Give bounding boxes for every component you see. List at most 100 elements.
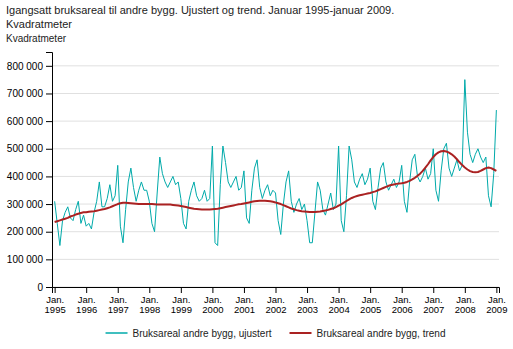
x-tick-label: Jan.1996 — [76, 294, 97, 315]
y-tick-label: 500 000 — [7, 143, 44, 154]
y-tick: 100 000 — [7, 254, 52, 265]
y-tick-mark — [46, 66, 52, 67]
x-tick-label-line: Jan. — [456, 294, 474, 305]
x-tick-label-line: 1996 — [76, 304, 97, 315]
y-tick-label: 600 000 — [7, 116, 44, 127]
x-tick-mark — [55, 287, 56, 293]
x-tick-label-line: 1995 — [45, 304, 66, 315]
x-tick: Jan.2006 — [392, 287, 413, 315]
x-tick-label: Jan.2000 — [202, 294, 223, 315]
x-tick-mark — [244, 287, 245, 293]
x-tick-label: Jan.2007 — [423, 294, 444, 315]
x-tick: Jan.1999 — [171, 287, 192, 315]
x-tick-label-line: 1998 — [139, 304, 160, 315]
x-tick-label: Jan.2003 — [297, 294, 318, 315]
x-tick-label-line: 2003 — [297, 304, 318, 315]
x-tick-label-line: Jan. — [235, 294, 253, 305]
y-tick-mark — [46, 232, 52, 233]
plot: 0 100 000 200 000 300 000 400 000 500 000 600 … — [7, 53, 508, 316]
grid-line — [52, 259, 499, 260]
x-tick-mark — [370, 287, 371, 293]
y-tick: 700 000 — [7, 88, 52, 99]
x-tick-label-line: Jan. — [46, 294, 64, 305]
x-tick-label-line: Jan. — [172, 294, 190, 305]
title: Igangsatt bruksareal til andre bygg. Uju… — [6, 4, 394, 16]
y-tick: 600 000 — [7, 116, 52, 127]
legend-label: Bruksareal andre bygg, trend — [317, 328, 446, 339]
x-tick-label: Jan.1999 — [171, 294, 192, 315]
y-axis-label: Kvadratmeter — [6, 33, 67, 44]
x-tick-label-line: 1997 — [108, 304, 129, 315]
x-tick-label-line: 2006 — [392, 304, 413, 315]
x-tick: Jan.1996 — [76, 287, 97, 315]
y-tick: 200 000 — [7, 226, 52, 237]
series-line — [55, 151, 497, 222]
x-tick: Jan.1997 — [108, 287, 129, 315]
y-tick: 300 000 — [7, 199, 52, 210]
legend-swatch — [106, 332, 128, 334]
chart: Igangsatt bruksareal til andre bygg. Uju… — [0, 0, 513, 349]
x-tick-label: Jan.1997 — [108, 294, 129, 315]
x-tick-label-line: 2002 — [265, 304, 286, 315]
x-tick-mark — [433, 287, 434, 293]
y-axis: 0 100 000 200 000 300 000 400 000 500 000 600 … — [7, 53, 53, 293]
y-tick-label: 300 000 — [7, 199, 44, 210]
x-tick-label-line: 2007 — [423, 304, 444, 315]
x-tick-label: Jan.1998 — [139, 294, 160, 315]
legend: Bruksareal andre bygg, ujustert Bruksarea… — [106, 328, 446, 339]
x-tick-label-line: 2004 — [329, 304, 350, 315]
x-tick: Jan.1998 — [139, 287, 160, 315]
x-tick: Jan.2000 — [202, 287, 223, 315]
x-tick-mark — [339, 287, 340, 293]
x-tick-label-line: 1999 — [171, 304, 192, 315]
x-tick-label-line: Jan. — [267, 294, 285, 305]
x-tick-label: Jan.2004 — [329, 294, 350, 315]
x-tick-mark — [307, 287, 308, 293]
x-tick-label: Jan.2009 — [486, 294, 507, 315]
grid-line — [52, 121, 499, 122]
x-axis-line — [53, 288, 500, 294]
y-tick-mark — [46, 259, 52, 260]
x-tick-mark — [402, 287, 403, 293]
x-tick-label-line: Jan. — [393, 294, 411, 305]
grid-line — [52, 176, 499, 177]
x-axis: Jan.1995Jan.1996Jan.1997Jan.1998Jan.1999… — [45, 287, 508, 315]
x-tick-label-line: 2000 — [202, 304, 223, 315]
x-tick: Jan.2008 — [455, 287, 476, 315]
x-tick: Jan.2005 — [360, 287, 381, 315]
x-tick-label: Jan.2006 — [392, 294, 413, 315]
legend-label: Bruksareal andre bygg, ujustert — [133, 328, 272, 339]
y-tick: 0 — [37, 282, 52, 293]
x-tick-label-line: Jan. — [299, 294, 317, 305]
x-tick: Jan.2001 — [234, 287, 255, 315]
x-tick-label-line: Jan. — [425, 294, 443, 305]
x-tick-label-line: Jan. — [488, 294, 506, 305]
x-tick-label-line: Jan. — [204, 294, 222, 305]
x-tick: Jan.1995 — [45, 287, 66, 315]
x-tick-label-line: 2001 — [234, 304, 255, 315]
x-tick: Jan.2004 — [329, 287, 350, 315]
y-tick: 400 000 — [7, 171, 52, 182]
series-line — [55, 80, 497, 246]
x-tick-mark — [276, 287, 277, 293]
x-tick: Jan.2003 — [297, 287, 318, 315]
y-tick-mark — [46, 287, 52, 288]
y-tick-label: 100 000 — [7, 254, 44, 265]
x-tick-label-line: 2008 — [455, 304, 476, 315]
y-tick: 500 000 — [7, 143, 52, 154]
x-tick: Jan.2009 — [486, 287, 507, 315]
x-tick-mark — [149, 287, 150, 293]
y-tick-label: 400 000 — [7, 171, 44, 182]
x-tick-label: Jan.2005 — [360, 294, 381, 315]
x-tick-label-line: Jan. — [141, 294, 159, 305]
x-tick-mark — [465, 287, 466, 293]
y-tick-label: 200 000 — [7, 226, 44, 237]
x-tick-mark — [86, 287, 87, 293]
y-tick-mark — [46, 93, 52, 94]
legend-swatch — [290, 332, 312, 334]
x-tick-mark — [212, 287, 213, 293]
x-tick-label: Jan.2002 — [265, 294, 286, 315]
x-tick-label: Jan.2001 — [234, 294, 255, 315]
x-tick-label: Jan.1995 — [45, 294, 66, 315]
y-tick-mark — [46, 176, 52, 177]
